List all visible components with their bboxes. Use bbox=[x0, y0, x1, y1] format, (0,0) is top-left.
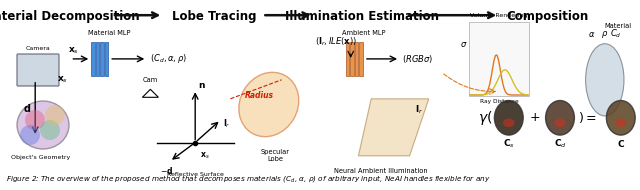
FancyBboxPatch shape bbox=[96, 42, 99, 76]
Text: Illumination Estimation: Illumination Estimation bbox=[285, 10, 438, 23]
Ellipse shape bbox=[239, 72, 299, 137]
Text: $\mathbf{x}_s$: $\mathbf{x}_s$ bbox=[200, 150, 210, 161]
FancyBboxPatch shape bbox=[105, 42, 108, 76]
Text: $(RGB\sigma)$: $(RGB\sigma)$ bbox=[402, 53, 433, 65]
Text: Lobe Tracing: Lobe Tracing bbox=[172, 10, 257, 23]
FancyBboxPatch shape bbox=[469, 22, 529, 96]
Text: $\mathbf{l}_r$: $\mathbf{l}_r$ bbox=[223, 117, 230, 130]
Text: $\mathbf{C}$: $\mathbf{C}$ bbox=[617, 138, 625, 149]
Ellipse shape bbox=[17, 101, 69, 149]
Text: Ray Distance: Ray Distance bbox=[480, 99, 518, 104]
FancyBboxPatch shape bbox=[92, 42, 95, 76]
Ellipse shape bbox=[586, 44, 624, 116]
Text: Camera: Camera bbox=[26, 46, 51, 51]
Text: Radius: Radius bbox=[244, 90, 274, 100]
Circle shape bbox=[40, 120, 60, 140]
Ellipse shape bbox=[495, 101, 524, 135]
Ellipse shape bbox=[503, 119, 515, 127]
Ellipse shape bbox=[615, 119, 627, 127]
Text: $C_d$: $C_d$ bbox=[610, 28, 621, 40]
Polygon shape bbox=[142, 89, 158, 97]
FancyBboxPatch shape bbox=[351, 42, 354, 76]
Text: $\mathbf{x}_s$: $\mathbf{x}_s$ bbox=[57, 74, 68, 85]
Text: Neural Ambient Illumination: Neural Ambient Illumination bbox=[334, 168, 428, 174]
Text: $\mathbf{l}_r$: $\mathbf{l}_r$ bbox=[415, 104, 423, 116]
Text: $(C_d, \alpha, \rho)$: $(C_d, \alpha, \rho)$ bbox=[150, 52, 188, 65]
Text: $\mathbf{n}$: $\mathbf{n}$ bbox=[198, 81, 206, 90]
Text: Volume Rendering: Volume Rendering bbox=[470, 13, 528, 18]
Text: Reflective Surface: Reflective Surface bbox=[167, 172, 223, 177]
Text: $\mathbf{x}_s$: $\mathbf{x}_s$ bbox=[68, 46, 79, 56]
Text: $\mathbf{C}_s$: $\mathbf{C}_s$ bbox=[503, 138, 515, 150]
Circle shape bbox=[45, 105, 65, 125]
Text: $\sigma$: $\sigma$ bbox=[460, 40, 467, 49]
Ellipse shape bbox=[545, 101, 575, 135]
Text: $\mathbf{d}$: $\mathbf{d}$ bbox=[23, 102, 31, 114]
Text: Specular
Lobe: Specular Lobe bbox=[260, 149, 290, 162]
FancyBboxPatch shape bbox=[17, 54, 59, 86]
Text: Cam: Cam bbox=[143, 77, 158, 83]
Text: $\gamma($: $\gamma($ bbox=[478, 109, 492, 127]
FancyBboxPatch shape bbox=[360, 42, 363, 76]
Circle shape bbox=[20, 125, 40, 145]
Text: $) =$: $) =$ bbox=[578, 110, 597, 125]
Text: $(\mathbf{l}_r, ILE(\mathbf{x}))$: $(\mathbf{l}_r, ILE(\mathbf{x}))$ bbox=[315, 36, 357, 48]
Text: $-\mathbf{d}$: $-\mathbf{d}$ bbox=[160, 165, 173, 176]
Circle shape bbox=[25, 110, 45, 130]
Text: $\alpha$: $\alpha$ bbox=[588, 30, 596, 39]
Ellipse shape bbox=[554, 119, 566, 127]
FancyBboxPatch shape bbox=[355, 42, 358, 76]
FancyBboxPatch shape bbox=[100, 42, 104, 76]
Text: Ambient MLP: Ambient MLP bbox=[342, 30, 386, 36]
Text: Material Decomposition: Material Decomposition bbox=[0, 10, 140, 23]
Text: $+$: $+$ bbox=[529, 111, 540, 124]
Ellipse shape bbox=[607, 101, 635, 135]
Text: $\mathbf{C}_d$: $\mathbf{C}_d$ bbox=[554, 138, 566, 150]
Text: Material MLP: Material MLP bbox=[88, 30, 131, 36]
FancyBboxPatch shape bbox=[346, 42, 349, 76]
Text: $\rho$: $\rho$ bbox=[601, 29, 609, 40]
Polygon shape bbox=[358, 99, 429, 156]
Text: Composition: Composition bbox=[506, 10, 588, 23]
Text: Figure 2: The overview of the proposed method that decomposes materials ($C_d$, : Figure 2: The overview of the proposed m… bbox=[6, 173, 491, 184]
Text: Material: Material bbox=[604, 23, 631, 29]
Text: Object's Geometry: Object's Geometry bbox=[12, 155, 70, 160]
